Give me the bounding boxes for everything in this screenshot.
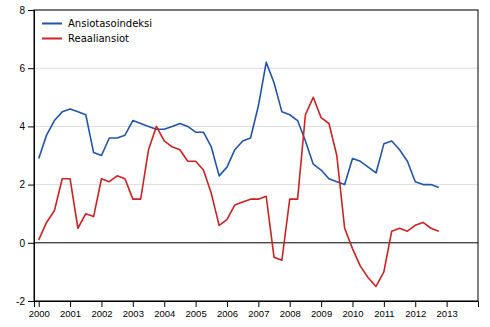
tick-label: 2000 bbox=[29, 308, 50, 319]
tick-label: 2005 bbox=[186, 308, 207, 319]
tick: 0 bbox=[19, 238, 34, 249]
grid bbox=[34, 10, 478, 301]
zero-line bbox=[34, 242, 478, 243]
series-line bbox=[39, 62, 439, 187]
y-axis: -2 0 2 4 6 8 bbox=[16, 5, 34, 307]
tick: 2001 bbox=[60, 301, 81, 319]
x-axis: 2000 2001 2002 2003 2004 2005 2006 2007 2008 2009… bbox=[29, 301, 479, 319]
chart: 2000 2001 2002 2003 2004 2005 2006 2007 2008 2009… bbox=[0, 0, 490, 327]
tick-mark bbox=[101, 301, 102, 307]
tick-label: 2004 bbox=[154, 308, 175, 319]
legend-item: Ansiotasoindeksi bbox=[42, 18, 152, 29]
tick-label: 2 bbox=[19, 179, 25, 190]
tick-label: 2012 bbox=[405, 308, 426, 319]
grid-line bbox=[34, 68, 478, 69]
grid-line bbox=[34, 126, 478, 127]
tick: 2011 bbox=[374, 301, 394, 319]
tick-label: 2001 bbox=[60, 308, 81, 319]
tick-mark bbox=[227, 301, 228, 307]
tick-label: 2010 bbox=[342, 308, 363, 319]
tick: 2009 bbox=[311, 301, 332, 319]
tick: -2 bbox=[16, 296, 34, 307]
tick-mark bbox=[415, 301, 416, 307]
series-line bbox=[39, 97, 439, 286]
tick: 8 bbox=[19, 5, 34, 16]
tick: 2013 bbox=[437, 301, 458, 319]
tick-label: 0 bbox=[19, 238, 25, 249]
tick-mark bbox=[28, 301, 34, 302]
tick-label: 2009 bbox=[311, 308, 332, 319]
tick-mark bbox=[70, 301, 71, 307]
tick-label: 2002 bbox=[91, 308, 112, 319]
tick-mark bbox=[258, 301, 259, 307]
tick-label: 2003 bbox=[123, 308, 144, 319]
tick-mark bbox=[321, 301, 322, 307]
tick: 2005 bbox=[186, 301, 207, 319]
tick-label: 4 bbox=[19, 121, 25, 132]
tick-mark bbox=[384, 301, 385, 307]
tick-mark bbox=[28, 243, 34, 244]
tick-mark bbox=[196, 301, 197, 307]
legend: Ansiotasoindeksi Reaaliansiot bbox=[42, 18, 152, 44]
legend-label: Ansiotasoindeksi bbox=[68, 18, 152, 29]
tick: 2000 bbox=[29, 301, 50, 319]
tick-label: 2007 bbox=[248, 308, 269, 319]
tick: 2010 bbox=[342, 301, 363, 319]
tick: 2007 bbox=[248, 301, 269, 319]
axis-line bbox=[35, 302, 479, 308]
tick-mark bbox=[447, 301, 448, 307]
series-group bbox=[39, 62, 439, 286]
tick: 4 bbox=[19, 121, 34, 132]
tick-mark bbox=[28, 68, 34, 69]
tick-label: 8 bbox=[19, 5, 25, 16]
tick-label: -2 bbox=[16, 296, 25, 307]
plot: 2000 2001 2002 2003 2004 2005 2006 2007 2008 2009… bbox=[16, 5, 478, 319]
tick-mark bbox=[39, 301, 40, 307]
tick-mark bbox=[352, 301, 353, 307]
tick-label: 2008 bbox=[280, 308, 301, 319]
legend-label: Reaaliansiot bbox=[68, 33, 129, 44]
tick: 6 bbox=[19, 63, 34, 74]
tick-label: 2011 bbox=[374, 308, 394, 319]
legend-item: Reaaliansiot bbox=[42, 33, 129, 44]
legend-swatch bbox=[42, 38, 62, 40]
tick-label: 6 bbox=[19, 63, 25, 74]
tick: 2006 bbox=[217, 301, 238, 319]
tick-mark bbox=[290, 301, 291, 307]
legend-swatch bbox=[42, 23, 62, 25]
tick-label: 2013 bbox=[437, 308, 458, 319]
tick: 2008 bbox=[280, 301, 301, 319]
tick: 2002 bbox=[91, 301, 112, 319]
tick-mark bbox=[28, 10, 34, 11]
tick: 2003 bbox=[123, 301, 144, 319]
tick-label: 2006 bbox=[217, 308, 238, 319]
plot-frame bbox=[34, 10, 478, 301]
tick: 2 bbox=[19, 179, 34, 190]
tick-mark bbox=[28, 185, 34, 186]
tick-mark bbox=[28, 126, 34, 127]
tick-mark bbox=[133, 301, 134, 307]
axis-line bbox=[28, 11, 35, 302]
tick: 2012 bbox=[405, 301, 426, 319]
tick: 2004 bbox=[154, 301, 175, 319]
tick-mark bbox=[164, 301, 165, 307]
